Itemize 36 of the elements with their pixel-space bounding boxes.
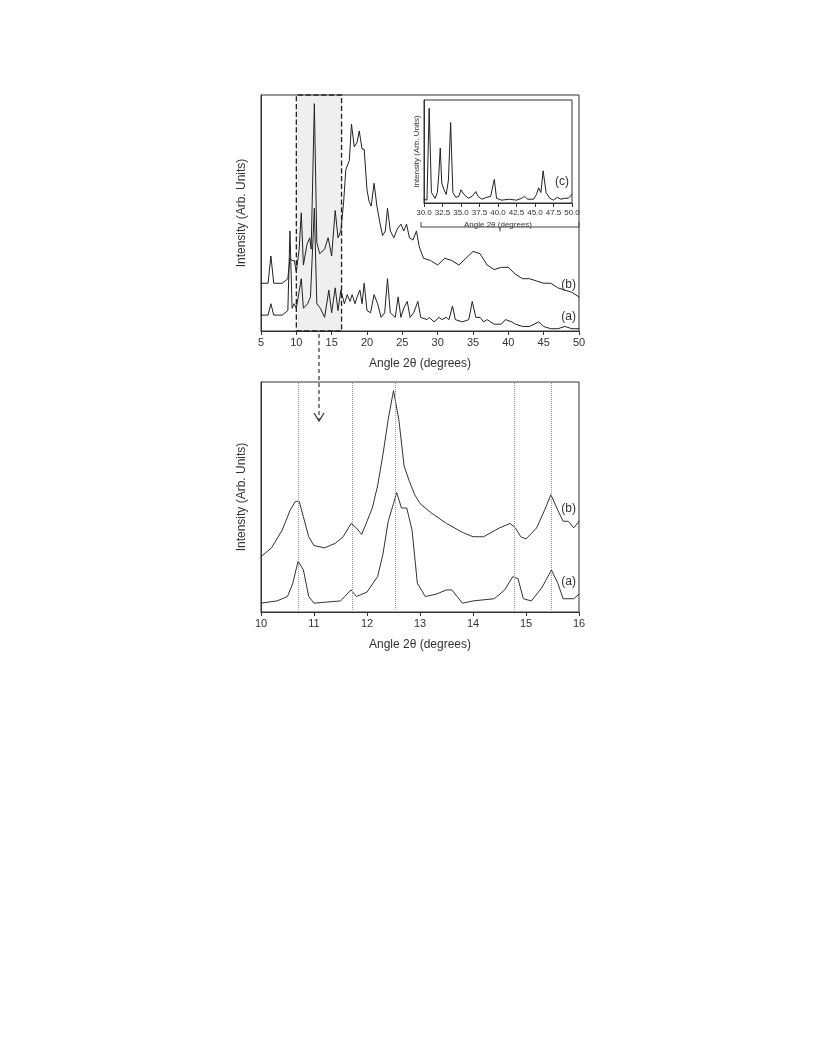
x-tick-label: 45.0 [527,207,544,217]
x-tick-label: 45 [537,335,550,348]
x-tick-label: 30 [431,335,444,348]
x-tick-label: 14 [466,616,480,629]
x-tick-label: 12 [360,616,374,629]
x-tick-label: 16 [572,616,586,629]
series-label: (b) [561,276,576,291]
x-tick-label: 20 [360,335,374,348]
x-tick-label: 37.5 [471,207,488,217]
x-tick-label: 10 [290,335,303,348]
x-tick-label: 50 [572,335,586,348]
x-axis-title: Angle 2θ (degrees) [368,637,472,651]
series-label: (a) [561,308,576,323]
y-axis-title: Intensity (Arb. Units) [234,158,248,268]
x-tick-label: 42.5 [508,207,525,217]
x-axis-title: Angle 2θ (degrees) [368,356,472,370]
x-tick-label: 40.0 [490,207,507,217]
y-axis-title: Intensity (Arb. Units) [234,442,248,552]
x-tick-label: 40 [502,335,515,348]
x-tick-label: 32.5 [434,207,451,217]
x-tick-label: 25 [396,335,409,348]
x-tick-label: 5 [257,335,265,348]
series-label: (b) [561,501,576,516]
y-axis-title: Intensity (Arb. Units) [411,114,421,188]
series-label: (a) [561,574,576,589]
x-tick-label: 10 [254,616,268,629]
x-tick-label: 30.0 [416,207,433,217]
x-axis-title: Angle 2θ (degrees) [463,220,533,230]
x-tick-label: 15 [519,616,533,629]
x-tick-label: 15 [325,335,338,348]
x-tick-label: 11 [308,616,320,629]
series-label: (c) [555,174,569,189]
x-tick-label: 35 [466,335,480,348]
x-tick-label: 35.0 [453,207,470,217]
x-tick-label: 47.5 [545,207,562,217]
x-tick-label: 13 [413,616,427,629]
